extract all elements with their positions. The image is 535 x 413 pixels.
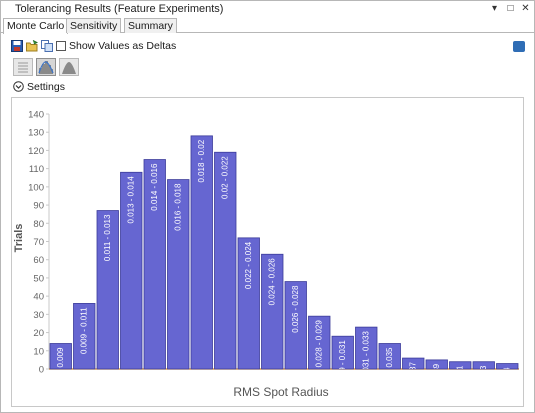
table-view-icon bbox=[18, 62, 28, 73]
histogram-bar bbox=[355, 326, 378, 370]
tab-summary[interactable]: Summary bbox=[124, 18, 177, 33]
histogram-view-icon bbox=[38, 61, 54, 74]
y-tick-label: 20 bbox=[33, 328, 44, 339]
tab-sensitivity[interactable]: Sensitivity bbox=[66, 18, 122, 33]
tab-label: Sensitivity bbox=[70, 20, 118, 32]
bar-range-label: 0.014 - 0.016 bbox=[150, 163, 159, 211]
distribution-view-button[interactable] bbox=[59, 58, 79, 76]
x-axis-label: RMS Spot Radius bbox=[233, 385, 328, 399]
y-tick-label: 50 bbox=[33, 273, 44, 284]
bar-range-label: 0.022 - 0.024 bbox=[244, 241, 253, 289]
title-bar: Tolerancing Results (Feature Experiments… bbox=[1, 1, 534, 17]
window-title: Tolerancing Results (Feature Experiments… bbox=[15, 3, 224, 15]
histogram-bar bbox=[167, 179, 190, 370]
bar-range-label: 0.007 - 0.009 bbox=[56, 347, 65, 395]
bar-range-label: 0.013 - 0.014 bbox=[126, 176, 135, 224]
y-tick-label: 0 bbox=[39, 365, 44, 376]
open-icon[interactable] bbox=[26, 40, 38, 52]
y-tick-label: 40 bbox=[33, 292, 44, 303]
bar-range-label: 0.011 - 0.013 bbox=[103, 214, 112, 261]
pin-dropdown-icon[interactable]: ▾ bbox=[491, 3, 498, 14]
bar-range-label: 0.018 - 0.02 bbox=[197, 139, 206, 182]
copy-icon[interactable] bbox=[41, 40, 53, 52]
bar-range-label: 0.028 - 0.029 bbox=[314, 320, 323, 368]
histogram-bar bbox=[214, 151, 237, 370]
histogram-bar bbox=[96, 210, 119, 370]
y-tick-label: 130 bbox=[28, 128, 44, 139]
y-tick-label: 30 bbox=[33, 310, 44, 321]
tab-label: Monte Carlo bbox=[7, 20, 65, 32]
histogram-bar bbox=[237, 237, 260, 370]
bar-labels: 0.007 - 0.009 0.009 - 0.011 0.011 - 0.013 0… bbox=[56, 139, 512, 406]
bar-range-label: 0.035 - 0.037 bbox=[408, 362, 417, 406]
histogram-bar bbox=[308, 315, 331, 370]
bars bbox=[49, 135, 519, 370]
chart-panel: 0 10 20 30 40 50 60 70 80 90 100 110 120 130 140 0.007… bbox=[11, 97, 524, 407]
restore-window-icon[interactable]: □ bbox=[507, 3, 514, 14]
histogram-bar bbox=[496, 363, 519, 370]
y-tick-label: 80 bbox=[33, 219, 44, 230]
show-deltas-label: Show Values as Deltas bbox=[69, 40, 177, 52]
histogram-bar bbox=[261, 253, 284, 370]
histogram-bar bbox=[449, 361, 472, 370]
bar-range-label: 0.031 - 0.033 bbox=[361, 331, 370, 379]
bar-range-label: 0.026 - 0.028 bbox=[291, 285, 300, 333]
chevron-down-icon bbox=[13, 81, 24, 92]
histogram-bar bbox=[472, 361, 495, 370]
bar-range-label: 0.041 - 0.043 bbox=[479, 365, 488, 406]
histogram-bar bbox=[402, 357, 425, 370]
tab-monte-carlo[interactable]: Monte Carlo bbox=[3, 18, 69, 34]
y-tick-label: 120 bbox=[28, 146, 44, 157]
table-view-button[interactable] bbox=[13, 58, 33, 76]
bar-range-label: 0.024 - 0.026 bbox=[267, 258, 276, 306]
y-tick-label: 70 bbox=[33, 237, 44, 248]
y-tick-label: 90 bbox=[33, 201, 44, 212]
bar-range-label: 0.039 - 0.041 bbox=[455, 365, 464, 406]
bar-range-label: 0.009 - 0.011 bbox=[79, 307, 88, 354]
y-axis-label: Trials bbox=[13, 224, 25, 253]
tab-label: Summary bbox=[128, 20, 173, 32]
chat-icon[interactable] bbox=[513, 41, 525, 52]
show-deltas-checkbox[interactable] bbox=[56, 41, 66, 51]
close-window-icon[interactable]: ✕ bbox=[521, 3, 530, 14]
save-icon[interactable] bbox=[11, 40, 23, 52]
distribution-view-icon bbox=[62, 62, 76, 74]
toolbar: Show Values as Deltas bbox=[11, 40, 526, 54]
bar-range-label: 0.016 - 0.018 bbox=[173, 183, 182, 231]
bar-range-label: 0.043 - 0.044 bbox=[502, 367, 511, 406]
histogram-bar bbox=[190, 135, 213, 370]
y-tick-label: 110 bbox=[29, 164, 44, 175]
y-tick-label: 60 bbox=[33, 255, 44, 266]
bar-range-label: 0.033 - 0.035 bbox=[385, 347, 394, 395]
y-tick-label: 10 bbox=[33, 346, 44, 357]
y-tick-label: 100 bbox=[28, 182, 44, 193]
histogram-bar bbox=[73, 303, 96, 370]
histogram-bar bbox=[378, 343, 401, 370]
histogram-bar bbox=[143, 159, 166, 370]
histogram-bar bbox=[120, 171, 143, 370]
settings-label: Settings bbox=[27, 81, 65, 93]
histogram-bar bbox=[331, 335, 354, 370]
bar-range-label: 0.029 - 0.031 bbox=[338, 340, 347, 388]
histogram-bar bbox=[49, 343, 72, 370]
histogram-bar bbox=[425, 359, 448, 370]
tab-strip: Monte Carlo Sensitivity Summary bbox=[1, 17, 534, 34]
bar-range-label: 0.037 - 0.039 bbox=[432, 363, 441, 406]
histogram-chart: 0 10 20 30 40 50 60 70 80 90 100 110 120 130 140 0.007… bbox=[13, 110, 519, 406]
histogram-view-button[interactable] bbox=[36, 58, 56, 76]
histogram-bar bbox=[284, 281, 307, 370]
y-tick-label: 140 bbox=[28, 110, 44, 121]
bar-range-label: 0.02 - 0.022 bbox=[220, 156, 229, 199]
